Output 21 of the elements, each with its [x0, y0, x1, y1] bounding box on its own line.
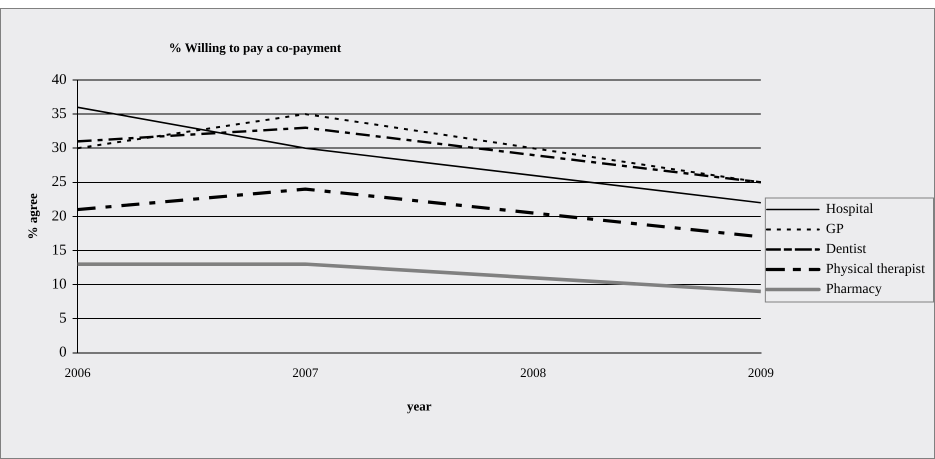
legend-label: Dentist [826, 242, 866, 258]
x-tick-label: 2008 [520, 365, 546, 380]
y-tick-label: 25 [52, 174, 67, 190]
chart-title: % Willing to pay a co-payment [168, 40, 342, 56]
y-tick-label: 5 [59, 310, 67, 327]
y-tick-label: 40 [52, 72, 67, 88]
x-axis-title: year [406, 398, 432, 414]
y-tick-label: 35 [52, 106, 67, 122]
x-tick-label: 2007 [292, 365, 319, 380]
y-tick-label: 15 [52, 242, 67, 258]
x-tick-label: 2006 [64, 365, 92, 380]
x-tick-label: 2009 [748, 365, 774, 380]
legend-label: Physical therapist [826, 262, 926, 278]
y-tick-label: 20 [52, 208, 67, 224]
legend-label: GP [826, 222, 844, 238]
y-tick-label: 30 [52, 140, 67, 156]
y-axis-title: % agree [25, 193, 40, 240]
y-tick-label: 10 [52, 276, 67, 293]
legend-label: Pharmacy [826, 282, 882, 298]
legend-label: Hospital [826, 202, 874, 218]
y-tick-label: 0 [59, 344, 67, 361]
